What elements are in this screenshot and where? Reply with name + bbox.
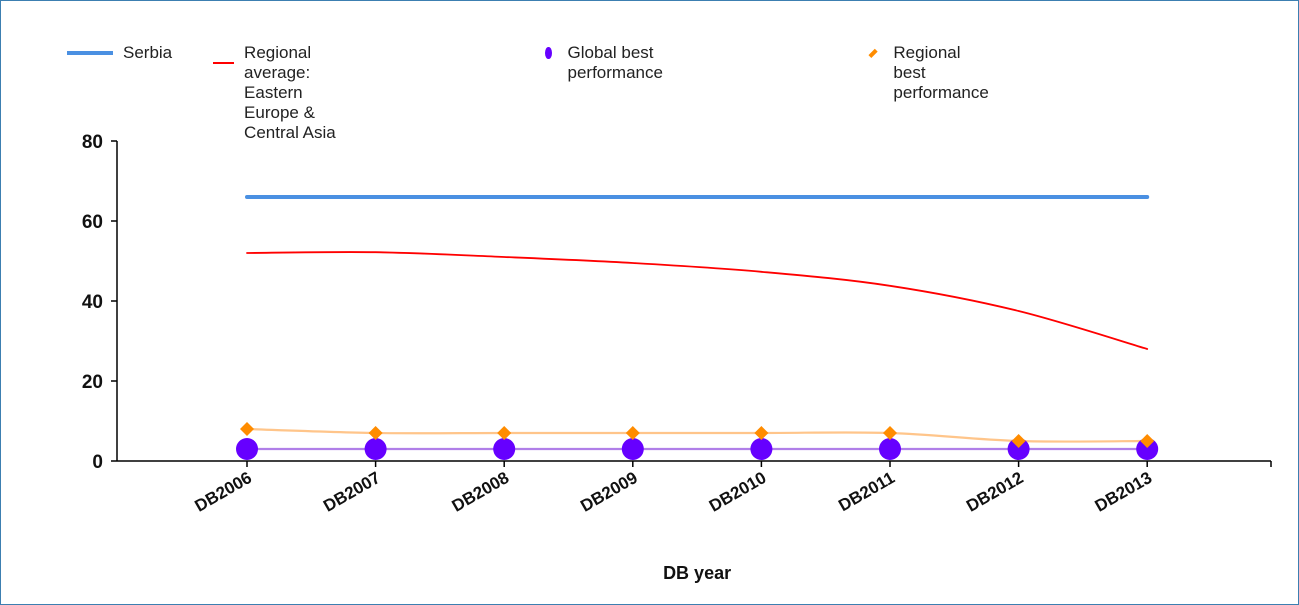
x-tick-label: DB2008 — [449, 468, 513, 516]
legend-label-regional-best: Regional best performance — [893, 43, 989, 102]
legend-item-regional-average: Regional average: Eastern Europe & Centr… — [213, 43, 336, 143]
legend-item-global-best: Global best performance — [535, 43, 668, 83]
data-point-regional-best — [1140, 434, 1155, 448]
legend-label-serbia: Serbia — [123, 43, 173, 62]
x-tick-label: DB2012 — [963, 468, 1027, 516]
data-point-regional-best — [368, 426, 383, 440]
legend-item-serbia: Serbia — [67, 43, 172, 63]
legend-label-regional-average: Regional average: Eastern Europe & Centr… — [244, 43, 336, 142]
x-tick-label: DB2011 — [835, 468, 898, 515]
data-point-global-best — [1007, 438, 1030, 460]
series-line-regional-best — [245, 427, 1149, 443]
data-point-regional-best — [1011, 434, 1026, 448]
legend-label-global-best: Global best performance — [567, 43, 663, 82]
y-tick-labels: 0 20 40 60 80 — [82, 132, 103, 473]
legend-swatch-global-best — [545, 47, 552, 59]
data-point-global-best — [493, 438, 516, 460]
axes — [111, 140, 1272, 467]
data-point-regional-best — [883, 426, 897, 440]
data-point-global-best — [621, 438, 644, 460]
x-tick-label: DB2007 — [320, 468, 384, 516]
data-point-global-best — [236, 438, 258, 460]
data-point-global-best — [750, 438, 773, 460]
y-tick-label: 20 — [82, 372, 103, 393]
legend-item-regional-best: Regional best performance — [859, 43, 993, 103]
y-tick-label: 40 — [82, 292, 103, 313]
data-point-regional-best — [240, 422, 254, 436]
data-point-global-best — [1136, 438, 1159, 460]
x-tick-label: DB2009 — [577, 468, 641, 516]
x-axis-label: DB year — [663, 563, 731, 583]
data-point-global-best — [364, 438, 387, 460]
y-tick-label: 0 — [92, 452, 103, 473]
data-point-global-best — [879, 438, 901, 460]
x-tick-label: DB2013 — [1092, 468, 1156, 516]
data-point-regional-best — [754, 426, 769, 440]
series-line-regional-average — [246, 251, 1149, 350]
x-tick-labels: DB2006 DB2007 DB2008 DB2009 DB2010 DB2011 DB20… — [191, 468, 1155, 516]
x-tick-label: DB2010 — [706, 468, 770, 516]
legend-swatch-regional-average — [213, 62, 235, 64]
legend-swatch-serbia — [67, 51, 113, 55]
series-markers — [236, 422, 1159, 460]
series-lines — [245, 194, 1150, 451]
data-point-regional-best — [497, 426, 512, 440]
x-tick-label: DB2006 — [191, 468, 255, 516]
data-point-regional-best — [625, 426, 640, 440]
y-tick-label: 60 — [82, 212, 103, 233]
y-tick-label: 80 — [82, 132, 103, 153]
